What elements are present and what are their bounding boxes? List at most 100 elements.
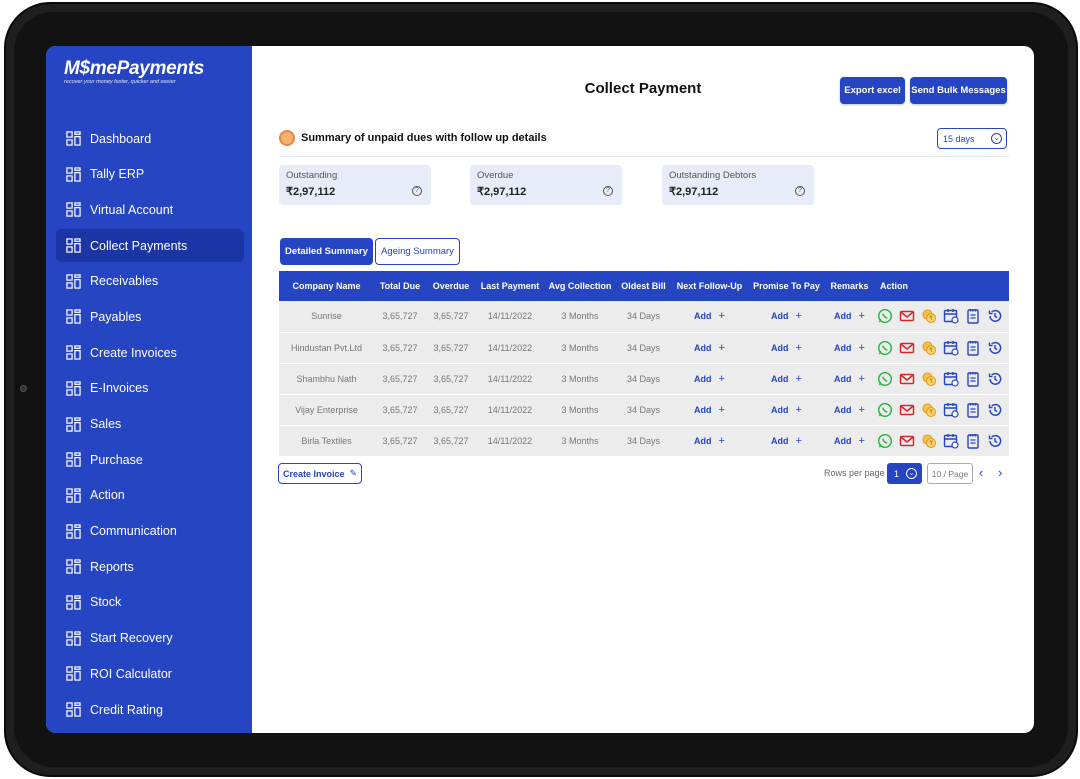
sidebar-item-label: Stock — [90, 595, 122, 610]
help-icon[interactable]: ? — [795, 186, 805, 196]
coins-icon[interactable]: ₹ — [921, 340, 937, 356]
sidebar-item-e-invoices[interactable]: E-Invoices — [56, 372, 244, 405]
add-remarks-button[interactable]: Add + — [825, 394, 874, 425]
sidebar-item-receivables[interactable]: Receivables — [56, 265, 244, 298]
export-excel-button[interactable]: Export excel — [840, 77, 905, 104]
sidebar-item-virtual-account[interactable]: Virtual Account — [56, 193, 244, 226]
add-remarks-button[interactable]: Add + — [825, 301, 874, 332]
add-promise-to-pay-button[interactable]: Add + — [748, 394, 825, 425]
add-promise-to-pay-button[interactable]: Add + — [748, 301, 825, 332]
history-icon[interactable] — [987, 340, 1003, 356]
next-page-icon[interactable]: › — [998, 465, 1003, 480]
tab-detailed-summary[interactable]: Detailed Summary — [280, 238, 373, 265]
stat-outstanding: Outstanding ₹2,97,112 ? — [279, 165, 431, 205]
add-next-follow-up-button[interactable]: Add + — [671, 394, 748, 425]
brand-logo[interactable]: M$mePayments recover your money faster, … — [64, 58, 204, 85]
send-bulk-messages-button[interactable]: Send Bulk Messages — [910, 77, 1007, 104]
sidebar-item-tally-erp[interactable]: Tally ERP — [56, 158, 244, 191]
plus-icon: + — [795, 341, 802, 354]
summary-heading-text: Summary of unpaid dues with follow up de… — [301, 132, 547, 144]
cell-avg-collection: 3 Months — [561, 342, 599, 353]
sidebar-nav: Dashboard Tally ERP Virtual Account Collect… — [56, 122, 244, 729]
notepad-icon[interactable] — [965, 340, 981, 356]
sidebar-item-start-recovery[interactable]: Start Recovery — [56, 622, 244, 655]
sidebar-item-stock[interactable]: Stock — [56, 586, 244, 619]
sidebar-item-action[interactable]: Action — [56, 479, 244, 512]
sidebar-item-credit-rating[interactable]: Credit Rating — [56, 693, 244, 726]
cell-company: Birla Textiles — [301, 435, 352, 446]
mail-icon[interactable] — [899, 308, 915, 324]
per-page-select[interactable]: 10 / Page — [927, 463, 973, 484]
add-remarks-button[interactable]: Add + — [825, 363, 874, 394]
column-header: Promise To Pay — [753, 281, 820, 291]
calendar-icon[interactable] — [943, 308, 959, 324]
page-select[interactable]: 1 ⌄ — [887, 463, 922, 484]
sidebar-item-purchase[interactable]: Purchase — [56, 443, 244, 476]
add-label: Add — [771, 435, 789, 446]
sidebar-item-label: Receivables — [90, 274, 159, 289]
mail-icon[interactable] — [899, 340, 915, 356]
plus-icon: + — [858, 403, 865, 416]
table-row: Shambhu Nath 3,65,727 3,65,727 14/11/2022 3 … — [279, 363, 1009, 394]
period-select[interactable]: 15 days ⌄ — [937, 128, 1007, 149]
notepad-icon[interactable] — [965, 308, 981, 324]
calendar-icon[interactable] — [943, 433, 959, 449]
whatsapp-icon[interactable] — [877, 402, 893, 418]
help-icon[interactable]: ? — [412, 186, 422, 196]
add-next-follow-up-button[interactable]: Add + — [671, 363, 748, 394]
svg-text:₹: ₹ — [929, 315, 933, 322]
calendar-icon[interactable] — [943, 402, 959, 418]
stat-value: ₹2,97,112 — [669, 186, 719, 198]
sidebar-item-sales[interactable]: Sales — [56, 408, 244, 441]
add-remarks-button[interactable]: Add + — [825, 332, 874, 363]
tab-ageing-summary[interactable]: Ageing Summary — [375, 238, 460, 265]
mail-icon[interactable] — [899, 402, 915, 418]
plus-icon: + — [718, 434, 725, 447]
history-icon[interactable] — [987, 371, 1003, 387]
history-icon[interactable] — [987, 433, 1003, 449]
add-remarks-button[interactable]: Add + — [825, 425, 874, 456]
mail-icon[interactable] — [899, 433, 915, 449]
column-header: Remarks — [830, 281, 869, 291]
add-promise-to-pay-button[interactable]: Add + — [748, 363, 825, 394]
sidebar-item-label: Credit Rating — [90, 702, 163, 717]
notepad-icon[interactable] — [965, 402, 981, 418]
grid-icon — [66, 666, 81, 681]
whatsapp-icon[interactable] — [877, 371, 893, 387]
sidebar-item-reports[interactable]: Reports — [56, 550, 244, 583]
history-icon[interactable] — [987, 402, 1003, 418]
whatsapp-icon[interactable] — [877, 433, 893, 449]
coins-icon[interactable]: ₹ — [921, 402, 937, 418]
add-next-follow-up-button[interactable]: Add + — [671, 332, 748, 363]
sidebar-item-label: ROI Calculator — [90, 666, 172, 681]
sidebar-item-label: Collect Payments — [90, 238, 188, 253]
notepad-icon[interactable] — [965, 433, 981, 449]
sidebar-item-collect-payments[interactable]: Collect Payments — [56, 229, 244, 263]
calendar-icon[interactable] — [943, 371, 959, 387]
table-row: Vijay Enterprise 3,65,727 3,65,727 14/11/20… — [279, 394, 1009, 425]
whatsapp-icon[interactable] — [877, 340, 893, 356]
add-next-follow-up-button[interactable]: Add + — [671, 425, 748, 456]
calendar-icon[interactable] — [943, 340, 959, 356]
create-invoice-button[interactable]: Create Invoice ✎ — [278, 463, 362, 484]
mail-icon[interactable] — [899, 371, 915, 387]
help-icon[interactable]: ? — [603, 186, 613, 196]
add-next-follow-up-button[interactable]: Add + — [671, 301, 748, 332]
history-icon[interactable] — [987, 308, 1003, 324]
coins-icon[interactable]: ₹ — [921, 371, 937, 387]
notepad-icon[interactable] — [965, 371, 981, 387]
add-promise-to-pay-button[interactable]: Add + — [748, 425, 825, 456]
prev-page-icon[interactable]: ‹ — [979, 465, 984, 480]
add-promise-to-pay-button[interactable]: Add + — [748, 332, 825, 363]
sidebar-item-dashboard[interactable]: Dashboard — [56, 122, 244, 155]
sidebar-item-create-invoices[interactable]: Create Invoices — [56, 336, 244, 369]
rows-per-page-label: Rows per page — [824, 468, 885, 478]
coins-icon[interactable]: ₹ — [921, 308, 937, 324]
sidebar-item-payables[interactable]: Payables — [56, 300, 244, 333]
coins-icon[interactable]: ₹ — [921, 433, 937, 449]
cell-company: Vijay Enterprise — [295, 404, 358, 415]
plus-icon: + — [718, 403, 725, 416]
whatsapp-icon[interactable] — [877, 308, 893, 324]
sidebar-item-communication[interactable]: Communication — [56, 515, 244, 548]
sidebar-item-roi-calculator[interactable]: ROI Calculator — [56, 657, 244, 690]
